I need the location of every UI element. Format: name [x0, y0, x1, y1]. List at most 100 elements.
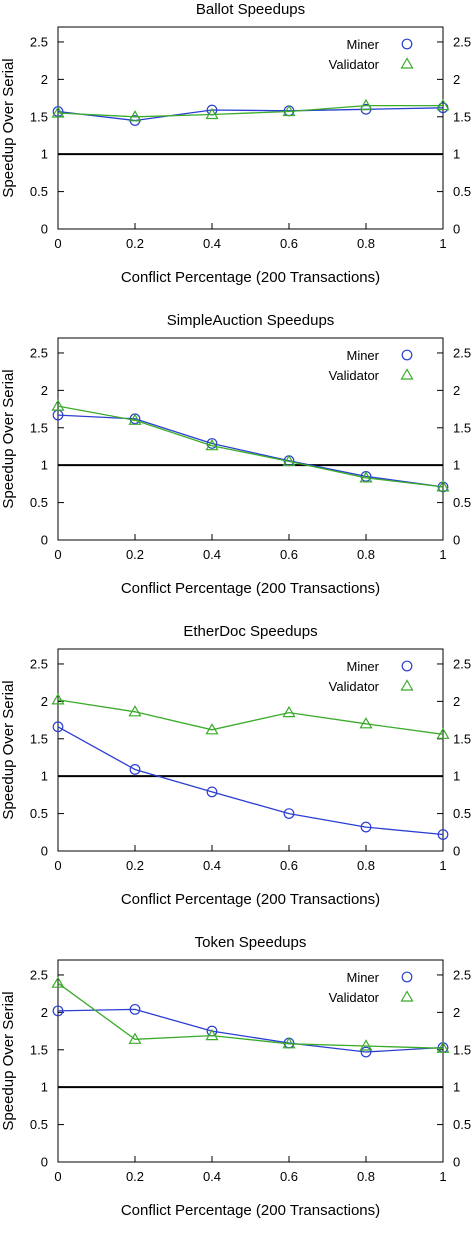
- legend-marker-validator: [400, 368, 414, 380]
- series-line-miner: [57, 1008, 444, 1053]
- point-validator: [436, 98, 450, 111]
- legend-marker-validator: [400, 679, 414, 691]
- x-tick-label: 0.8: [357, 1169, 375, 1184]
- y-tick-label-right: 0.5: [453, 495, 471, 510]
- y-tick-label-left: 2.5: [30, 34, 48, 49]
- x-tick-label: 0.2: [126, 236, 144, 251]
- x-axis-label: Conflict Percentage (200 Transactions): [121, 580, 380, 597]
- point-miner: [129, 1003, 141, 1015]
- point-validator: [359, 471, 373, 483]
- x-tick-label: 1: [439, 858, 446, 873]
- point-miner: [360, 821, 372, 833]
- plot-frame: [57, 337, 444, 541]
- point-miner: [206, 786, 218, 798]
- point-validator: [436, 727, 450, 739]
- legend-label-validator: Validator: [329, 990, 380, 1005]
- y-tick-label-left: 0: [41, 844, 48, 859]
- point-validator: [51, 693, 65, 705]
- y-tick-label-right: 2.5: [453, 656, 471, 671]
- point-validator: [282, 454, 296, 466]
- y-tick-label-right: 2: [453, 383, 460, 398]
- point-validator: [359, 1039, 373, 1051]
- chart-title: Token Speedups: [195, 934, 307, 951]
- y-tick-label-left: 2.5: [30, 967, 48, 982]
- y-tick-label-left: 2: [41, 72, 48, 87]
- y-tick-label-left: 1: [41, 769, 48, 784]
- series-line-validator: [57, 405, 444, 488]
- x-axis-label: Conflict Percentage (200 Transactions): [121, 891, 380, 908]
- legend-label-miner: Miner: [346, 659, 379, 674]
- y-tick-label-left: 1.5: [30, 1042, 48, 1057]
- point-miner: [52, 1005, 64, 1017]
- y-tick-label-right: 1.5: [453, 1042, 471, 1057]
- point-validator: [128, 1032, 142, 1044]
- y-tick-label-left: 1: [41, 147, 48, 162]
- point-miner: [283, 808, 295, 819]
- legend-marker-miner: [401, 349, 413, 361]
- x-tick-label: 0.6: [280, 236, 298, 251]
- x-tick-label: 1: [439, 1169, 446, 1184]
- y-tick-label-right: 2: [453, 1005, 460, 1020]
- series-line-validator: [57, 104, 443, 118]
- y-tick-label-right: 1.5: [453, 109, 471, 124]
- y-tick-label-right: 2: [453, 694, 460, 709]
- x-tick-label: 1: [439, 547, 446, 562]
- point-validator: [51, 106, 65, 118]
- x-axis-label: Conflict Percentage (200 Transactions): [121, 1202, 380, 1219]
- series-line-validator: [57, 699, 444, 735]
- series-line-miner: [57, 726, 444, 836]
- legend-label-validator: Validator: [329, 57, 380, 72]
- plot-frame: [57, 959, 444, 1163]
- x-tick-label: 0.6: [280, 1169, 298, 1184]
- point-validator: [359, 98, 373, 111]
- y-tick-label-right: 0.5: [453, 1117, 471, 1132]
- y-tick-label-right: 0: [453, 844, 460, 859]
- x-tick-label: 0: [54, 236, 61, 251]
- point-validator: [282, 1037, 296, 1049]
- chart-title: SimpleAuction Speedups: [167, 312, 335, 329]
- x-tick-label: 0: [54, 858, 61, 873]
- y-tick-label-left: 0: [41, 533, 48, 548]
- y-axis-label: Speedup Over Serial: [0, 58, 17, 197]
- y-axis-label: Speedup Over Serial: [0, 991, 17, 1130]
- legend-marker-validator: [400, 990, 414, 1002]
- y-tick-label-left: 1.5: [30, 420, 48, 435]
- y-axis-label: Speedup Over Serial: [0, 369, 17, 508]
- point-validator: [282, 104, 296, 117]
- point-validator: [436, 480, 450, 492]
- y-tick-label-left: 2: [41, 383, 48, 398]
- y-tick-label-left: 2: [41, 694, 48, 709]
- point-validator: [205, 723, 219, 735]
- legend-marker-validator: [400, 57, 414, 69]
- point-validator: [51, 399, 65, 411]
- x-tick-label: 0.2: [126, 547, 144, 562]
- y-tick-label-right: 1.5: [453, 731, 471, 746]
- x-tick-label: 0.4: [203, 236, 221, 251]
- point-miner: [437, 829, 449, 840]
- point-miner: [360, 1046, 372, 1058]
- x-tick-label: 0.6: [280, 858, 298, 873]
- y-tick-label-right: 1: [453, 147, 460, 162]
- y-tick-label-right: 2: [453, 72, 460, 87]
- y-tick-label-left: 2.5: [30, 345, 48, 360]
- legend-marker-miner: [401, 660, 413, 672]
- y-tick-label-right: 1: [453, 1080, 460, 1095]
- x-tick-label: 0.4: [203, 547, 221, 562]
- y-tick-label-right: 0: [453, 222, 460, 237]
- point-validator: [205, 439, 219, 451]
- point-validator: [359, 717, 373, 729]
- y-tick-label-right: 1: [453, 769, 460, 784]
- y-tick-label-right: 2.5: [453, 345, 471, 360]
- chart-title: EtherDoc Speedups: [183, 623, 317, 640]
- point-miner: [129, 764, 141, 775]
- chart-title: Ballot Speedups: [196, 1, 305, 18]
- legend-label-miner: Miner: [346, 970, 379, 985]
- plot-frame: [57, 26, 444, 230]
- legend-label-miner: Miner: [346, 348, 379, 363]
- point-validator: [128, 413, 142, 425]
- x-tick-label: 0.8: [357, 858, 375, 873]
- y-tick-label-left: 1: [41, 458, 48, 473]
- legend-label-miner: Miner: [346, 37, 379, 52]
